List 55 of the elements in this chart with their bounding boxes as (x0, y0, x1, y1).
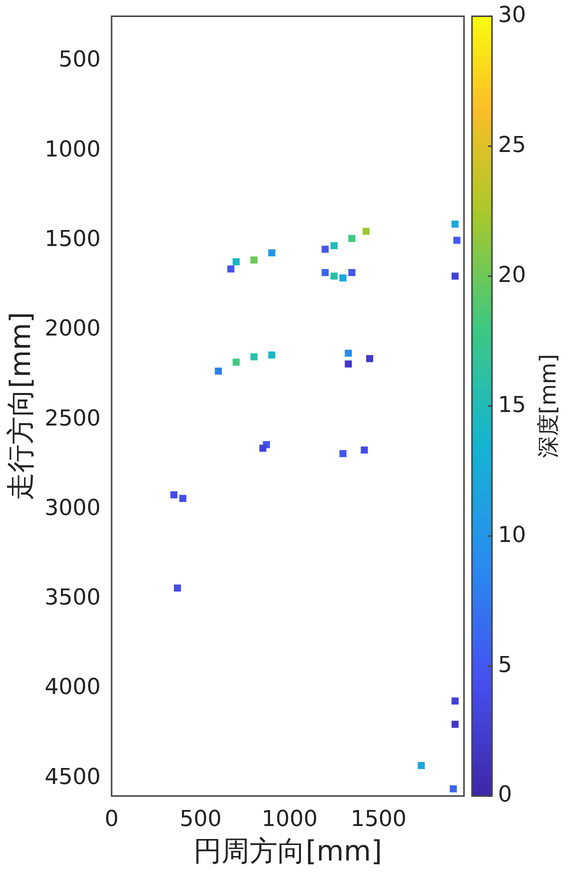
point (452, 697, 459, 705)
point (330, 272, 338, 280)
x-tick-label: 1000 (262, 806, 318, 832)
color-bar-label: 10 (498, 522, 526, 548)
color-bar-label: 0 (498, 782, 512, 808)
x-tick-label: 1500 (350, 806, 407, 832)
color-bar-label: 30 (498, 2, 526, 28)
point (360, 446, 368, 454)
x-axis-title: 円周方向[mm] (194, 834, 382, 868)
x-tick-label: 0 (104, 806, 119, 832)
color-bar-label: 20 (498, 262, 526, 288)
point (452, 220, 459, 228)
y-tick-label: 1000 (44, 137, 101, 162)
point (322, 269, 329, 276)
y-tick-label: 500 (58, 48, 101, 73)
color-bar-label: 25 (498, 132, 526, 158)
color-bar-label: 15 (498, 392, 526, 418)
point (232, 358, 240, 366)
point (250, 256, 258, 264)
point (452, 272, 459, 280)
y-tick-label: 3000 (44, 496, 101, 521)
point (322, 246, 329, 253)
point (450, 785, 457, 792)
point (174, 584, 181, 592)
point (418, 762, 425, 770)
y-axis-title: 走行方向[mm] (4, 312, 38, 500)
point (268, 351, 276, 359)
y-tick-label: 4500 (44, 764, 101, 790)
point (339, 450, 347, 458)
point (214, 368, 222, 375)
y-tick-label: 1500 (44, 227, 101, 252)
point (344, 360, 352, 368)
point (362, 228, 370, 235)
color-bar-label: 5 (498, 652, 512, 678)
point (452, 720, 459, 728)
y-tick-label: 3500 (44, 586, 101, 611)
point (259, 444, 266, 452)
x-tick-label: 500 (180, 806, 222, 832)
point (348, 269, 356, 276)
point (330, 242, 338, 250)
point (170, 491, 178, 498)
point (453, 236, 460, 244)
point (348, 234, 356, 242)
color-bar-title: 深度[mm] (536, 354, 562, 458)
point (339, 274, 347, 282)
point (366, 355, 374, 362)
point (268, 249, 276, 256)
y-tick-label: 4000 (44, 675, 101, 700)
y-tick-label: 2000 (44, 316, 101, 342)
point (344, 350, 352, 357)
y-tick-label: 2500 (44, 406, 101, 432)
point (227, 265, 234, 272)
point (232, 258, 240, 266)
point (250, 353, 258, 360)
point (179, 494, 186, 502)
